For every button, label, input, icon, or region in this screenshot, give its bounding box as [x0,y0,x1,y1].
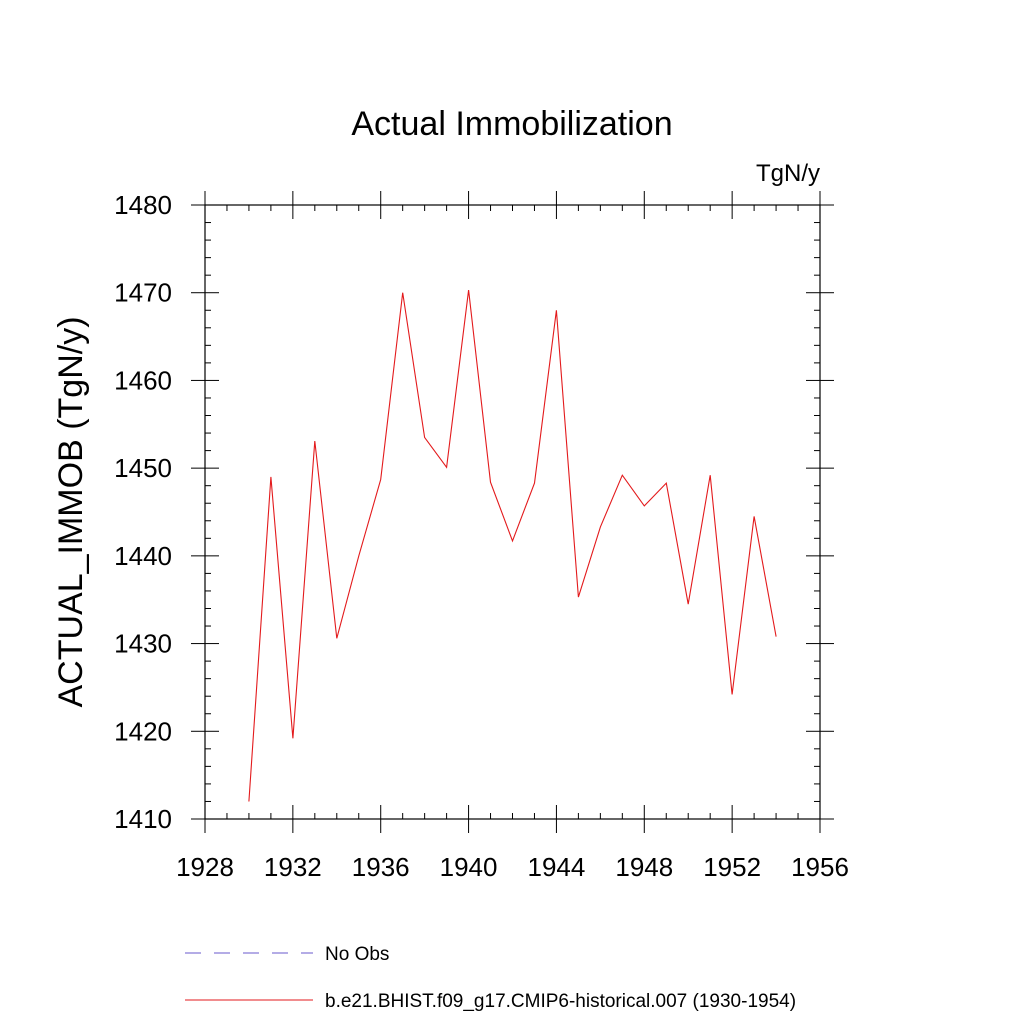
x-tick-label: 1940 [440,852,498,882]
y-axis-label: ACTUAL_IMMOB (TgN/y) [52,316,90,707]
y-tick-label: 1470 [114,278,172,308]
y-tick-label: 1410 [114,804,172,834]
y-tick-label: 1460 [114,365,172,395]
plot-frame [204,204,821,820]
series-line [248,290,777,802]
x-tick-label: 1956 [791,852,849,882]
x-tick-label: 1948 [615,852,673,882]
chart-title: Actual Immobilization [351,105,672,143]
x-tick-label: 1936 [352,852,410,882]
legend-label: b.e21.BHIST.f09_g17.CMIP6-historical.007… [325,991,796,1012]
y-tick-label: 1450 [114,453,172,483]
legend-label: No Obs [325,944,389,965]
y-tick-label: 1420 [114,716,172,746]
legend: No Obs b.e21.BHIST.f09_g17.CMIP6-historic… [185,944,796,1012]
x-tick-label: 1928 [176,852,234,882]
axis-ticks [191,191,834,833]
y-tick-label: 1440 [114,541,172,571]
units-label: TgN/y [756,160,820,187]
x-tick-label: 1932 [264,852,322,882]
series-group [248,290,777,802]
x-tick-label: 1944 [528,852,586,882]
x-tick-label: 1952 [703,852,761,882]
y-tick-label: 1480 [114,190,172,220]
tick-labels: 1928 1932 1936 1940 1944 1948 1952 1956 1410 1420… [114,190,849,882]
y-tick-label: 1430 [114,629,172,659]
